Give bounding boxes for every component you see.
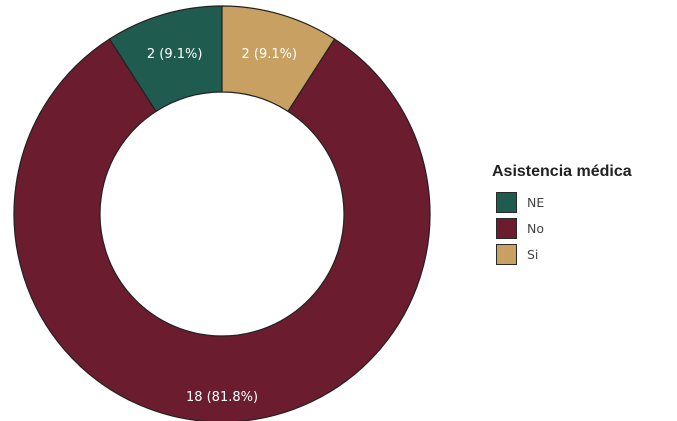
slice-no <box>13 38 431 421</box>
legend-title: Asistencia médica <box>492 163 632 180</box>
slice-label-ne: 2 (9.1%) <box>147 47 203 62</box>
legend-label-si: Si <box>527 246 539 262</box>
slice-label-si: 2 (9.1%) <box>242 47 298 62</box>
legend-label-no: No <box>527 220 544 236</box>
legend-item-ne: NE <box>492 189 632 215</box>
legend-label-ne: NE <box>527 194 545 210</box>
legend-swatch-si <box>496 243 517 265</box>
donut-slices <box>13 5 431 421</box>
legend-item-si: Si <box>492 241 632 267</box>
legend: Asistencia médica NE No Si <box>492 163 632 267</box>
slice-si <box>221 5 336 113</box>
slice-label-no: 18 (81.8%) <box>186 390 258 405</box>
legend-swatch-ne <box>496 191 517 213</box>
legend-item-no: No <box>492 215 632 241</box>
legend-swatch-no <box>496 217 517 239</box>
slice-labels: 18 (81.8%) 2 (9.1%) 2 (9.1%) <box>147 47 297 405</box>
